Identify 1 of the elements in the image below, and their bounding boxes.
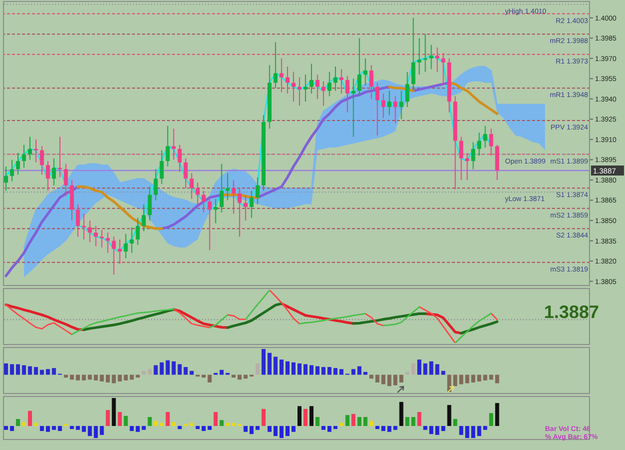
annotation: 1.3887 bbox=[544, 302, 600, 322]
